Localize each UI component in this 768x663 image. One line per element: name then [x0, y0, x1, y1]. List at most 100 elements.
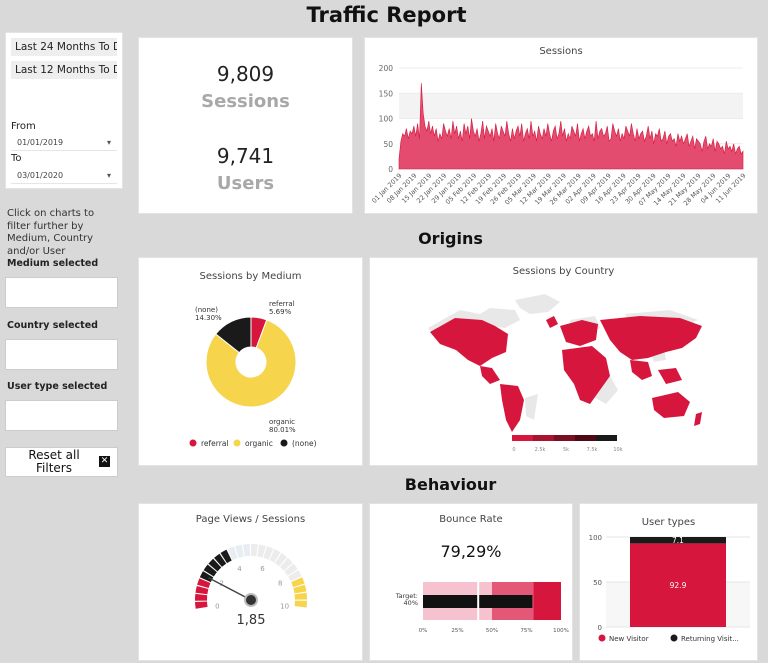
usertype-selected-field[interactable]	[5, 400, 118, 431]
y-tick-label: 0	[388, 165, 393, 174]
gauge-tick: 10	[280, 602, 289, 610]
y-tick-label: 100	[589, 534, 602, 542]
bullet-tick: 25%	[451, 628, 463, 634]
gauge-tick: 6	[260, 565, 265, 573]
legend-marker	[280, 439, 288, 447]
medium-selected-field[interactable]	[5, 277, 118, 308]
gauge-segment	[269, 549, 281, 563]
page-title: Traffic Report	[306, 3, 467, 27]
gauge-tick: 4	[237, 565, 242, 573]
users-label: Users	[216, 173, 275, 194]
legend-label: referral	[201, 439, 229, 448]
gauge-segment	[294, 600, 307, 608]
medium-pie-chart[interactable]: referral5.69%organic80.01%(none)14.30%re…	[139, 258, 362, 465]
pageviews-gauge[interactable]: 0 2 4 6 8 10 1,85	[139, 504, 362, 660]
kpi-card: 9,809 Sessions 9,741 Users	[138, 37, 353, 214]
slice-label: (none)	[195, 306, 218, 314]
gauge-segment	[195, 601, 208, 609]
reset-filters-label: Reset all Filters	[28, 448, 80, 475]
pageviews-gauge-title: Page Views / Sessions	[195, 514, 306, 525]
scale-tick: 5k	[563, 447, 569, 453]
medium-chart-title: Sessions by Medium	[199, 271, 302, 282]
scale-swatch	[533, 435, 554, 441]
close-icon: ✕	[99, 456, 110, 467]
to-date-select[interactable]: 03/01/2020	[11, 168, 117, 184]
bounce-target-marker	[477, 582, 480, 620]
gauge-segment	[197, 578, 211, 589]
bar-segment	[630, 537, 726, 544]
usertype-selected-label: User type selected	[7, 381, 108, 392]
scale-swatch	[596, 435, 617, 441]
from-date-select[interactable]: 01/01/2019	[11, 135, 117, 151]
scale-tick: 2.5k	[535, 447, 546, 453]
gauge-segment	[293, 584, 307, 594]
gauge-segment	[280, 557, 293, 571]
gauge-segment	[195, 593, 208, 601]
legend-marker	[670, 634, 678, 642]
gauge-tick: 8	[278, 580, 282, 588]
slice-percent: 5.69%	[269, 308, 292, 316]
y-tick-label: 150	[379, 89, 394, 98]
gauge-segment	[294, 592, 307, 600]
gauge-segment	[220, 549, 232, 564]
slice-label: referral	[269, 300, 295, 308]
pie-slice-none	[215, 316, 252, 354]
legend-label: (none)	[292, 439, 317, 448]
bounce-rate-card[interactable]: Bounce Rate 79,29% Target: 40% 0% 25% 50% 75%…	[369, 503, 573, 661]
from-label: From	[11, 121, 36, 132]
target-label: Target:	[395, 592, 418, 600]
gauge-needle	[208, 577, 252, 601]
gauge-segment	[203, 564, 217, 577]
reset-filters-button[interactable]: Reset all Filters ✕	[5, 447, 118, 477]
behaviour-heading: Behaviour	[404, 475, 497, 494]
target-value: 40%	[404, 599, 418, 607]
legend-marker	[598, 634, 606, 642]
country-map-title: Sessions by Country	[512, 266, 615, 277]
origins-heading: Origins	[418, 229, 483, 248]
pie-slice-organic	[205, 319, 297, 408]
gauge-segment	[291, 577, 305, 588]
gauge-segment	[227, 546, 238, 561]
country-map-card[interactable]: Sessions by Country 0 2.5k 5k 7.5k 10k	[369, 257, 758, 466]
usertypes-chart[interactable]: 0 50 100 92.9 7.1 New Visitor Returning Visit.…	[580, 504, 757, 660]
legend-label: Returning Visit...	[681, 635, 739, 643]
range-button-24m[interactable]: Last 24 Months To D...	[11, 38, 117, 56]
sessions-chart-card[interactable]: Sessions 0 50 100 150 200 01 Jan 2019 08 Jan 2…	[364, 37, 758, 214]
y-tick-label: 50	[383, 140, 393, 149]
bullet-tick: 50%	[486, 628, 498, 634]
range-button-12m[interactable]: Last 12 Months To D...	[11, 61, 117, 79]
bar-segment	[630, 543, 726, 627]
plot-band	[399, 93, 743, 119]
sessions-area	[398, 83, 744, 170]
y-tick-label: 200	[379, 64, 394, 73]
gauge-segment	[284, 563, 298, 576]
pageviews-gauge-card[interactable]: Page Views / Sessions 0 2 4 6 8 10 1,85	[138, 503, 363, 661]
gauge-segment	[199, 571, 214, 583]
scale-tick: 0	[512, 447, 515, 453]
legend-label: New Visitor	[609, 635, 649, 643]
bullet-tick: 0%	[419, 628, 428, 634]
filter-hint: Click on charts to filter further by Med…	[7, 208, 95, 257]
scale-swatch	[512, 435, 533, 441]
usertypes-card[interactable]: User types 0 50 100 92.9 7.1 New Visitor Retur…	[579, 503, 758, 661]
slice-percent: 80.01%	[269, 426, 296, 434]
gauge-segment	[251, 544, 258, 557]
gauge-value: 1,85	[237, 613, 266, 628]
legend-label: organic	[245, 439, 273, 448]
gauge-segment	[235, 544, 244, 558]
scale-tick: 10k	[613, 447, 622, 453]
gauge-segment	[257, 544, 266, 558]
users-value: 9,741	[216, 144, 275, 168]
medium-chart-card[interactable]: Sessions by Medium referral 5.69% organic 8…	[138, 257, 363, 466]
sessions-value: 9,809	[216, 62, 275, 86]
world-map[interactable]	[420, 280, 720, 440]
country-selected-field[interactable]	[5, 339, 118, 370]
gauge-tick: 2	[220, 580, 224, 588]
band-high	[533, 582, 561, 620]
date-filter-panel: Last 24 Months To D... Last 12 Months To…	[5, 32, 123, 189]
legend-marker	[189, 439, 197, 447]
gauge-segment	[195, 585, 209, 595]
bounce-rate-bullet[interactable]: Target:40% 0% 25% 50% 75% 100%	[370, 504, 572, 660]
y-tick-label: 100	[379, 115, 394, 124]
